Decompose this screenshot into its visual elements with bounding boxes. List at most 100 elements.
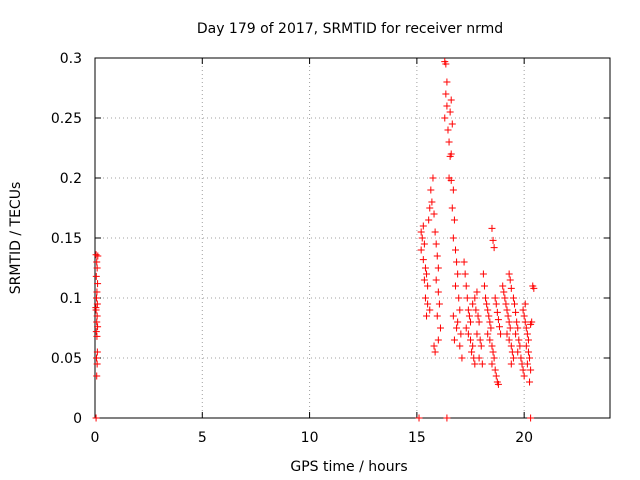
data-point <box>446 108 454 116</box>
data-point <box>447 176 455 184</box>
data-point <box>517 354 525 362</box>
data-point <box>462 324 470 332</box>
data-point <box>93 360 101 368</box>
data-point <box>93 312 101 320</box>
data-point <box>453 258 461 266</box>
data-point <box>436 324 444 332</box>
data-point <box>475 354 483 362</box>
data-point <box>432 276 440 284</box>
data-point <box>513 318 521 326</box>
data-point <box>417 246 425 254</box>
data-point <box>494 380 502 388</box>
data-point <box>430 342 438 350</box>
data-point <box>476 336 484 344</box>
data-point <box>472 306 480 314</box>
data-point <box>421 264 429 272</box>
y-tick-label: 0.25 <box>51 111 82 127</box>
data-point <box>93 348 101 356</box>
data-point <box>521 318 529 326</box>
data-point <box>456 306 464 314</box>
data-point <box>419 222 427 230</box>
data-point <box>492 300 500 308</box>
data-point <box>93 372 101 380</box>
data-point <box>425 216 433 224</box>
data-point <box>489 236 497 244</box>
data-point <box>93 288 101 296</box>
y-tick-label: 0.3 <box>60 51 82 67</box>
data-point <box>421 294 429 302</box>
data-point <box>505 270 513 278</box>
data-point <box>93 318 101 326</box>
grid <box>95 58 610 418</box>
y-tick-label: 0 <box>73 411 82 427</box>
data-point <box>94 280 102 288</box>
data-point <box>519 306 527 314</box>
data-point <box>443 102 451 110</box>
data-point <box>490 354 498 362</box>
x-tick-label: 20 <box>515 430 533 446</box>
data-point <box>453 324 461 332</box>
data-point <box>509 294 517 302</box>
data-point <box>527 366 535 374</box>
data-point <box>509 354 517 362</box>
data-point <box>424 282 432 290</box>
data-point <box>450 216 458 224</box>
data-point <box>511 300 519 308</box>
data-point <box>520 312 528 320</box>
data-point <box>492 372 500 380</box>
data-point <box>493 308 501 316</box>
data-point <box>528 318 536 326</box>
data-point <box>435 300 443 308</box>
data-point <box>93 294 101 302</box>
data-point <box>523 330 531 338</box>
data-point <box>485 312 493 320</box>
data-point <box>448 120 456 128</box>
data-point <box>475 318 483 326</box>
data-point <box>444 126 452 134</box>
data-point <box>512 330 520 338</box>
data-point <box>93 258 101 266</box>
data-point <box>488 224 496 232</box>
data-point <box>471 294 479 302</box>
data-point <box>424 300 432 308</box>
data-point <box>480 282 488 290</box>
data-point <box>452 246 459 254</box>
data-point <box>457 330 465 338</box>
data-point <box>434 264 442 272</box>
data-point <box>92 414 100 422</box>
data-point <box>486 336 494 344</box>
data-point <box>92 328 100 336</box>
data-point <box>473 288 481 296</box>
data-point <box>455 294 463 302</box>
data-point <box>443 414 451 422</box>
data-point <box>431 348 439 356</box>
data-point <box>434 288 442 296</box>
plot-frame <box>94 57 611 419</box>
data-point <box>491 294 499 302</box>
data-point <box>423 270 431 278</box>
data-point <box>420 276 428 284</box>
x-tick-label: 5 <box>198 430 207 446</box>
data-point <box>487 324 495 332</box>
data-point <box>506 276 514 284</box>
data-point <box>450 336 458 344</box>
data-point <box>449 234 457 242</box>
data-point <box>521 300 529 308</box>
data-point <box>467 318 475 326</box>
data-point <box>478 360 486 368</box>
data-point <box>503 306 511 314</box>
data-point <box>92 251 100 259</box>
data-point <box>526 378 534 386</box>
data-point <box>433 312 441 320</box>
data-point <box>490 244 498 252</box>
data-point <box>465 312 473 320</box>
data-point <box>523 360 531 368</box>
data-point <box>460 258 468 266</box>
data-point <box>524 348 532 356</box>
data-point <box>515 336 523 344</box>
data-point <box>445 138 453 146</box>
data-point <box>462 282 470 290</box>
data-point <box>494 316 502 324</box>
data-point <box>520 372 528 380</box>
data-point <box>442 60 450 68</box>
